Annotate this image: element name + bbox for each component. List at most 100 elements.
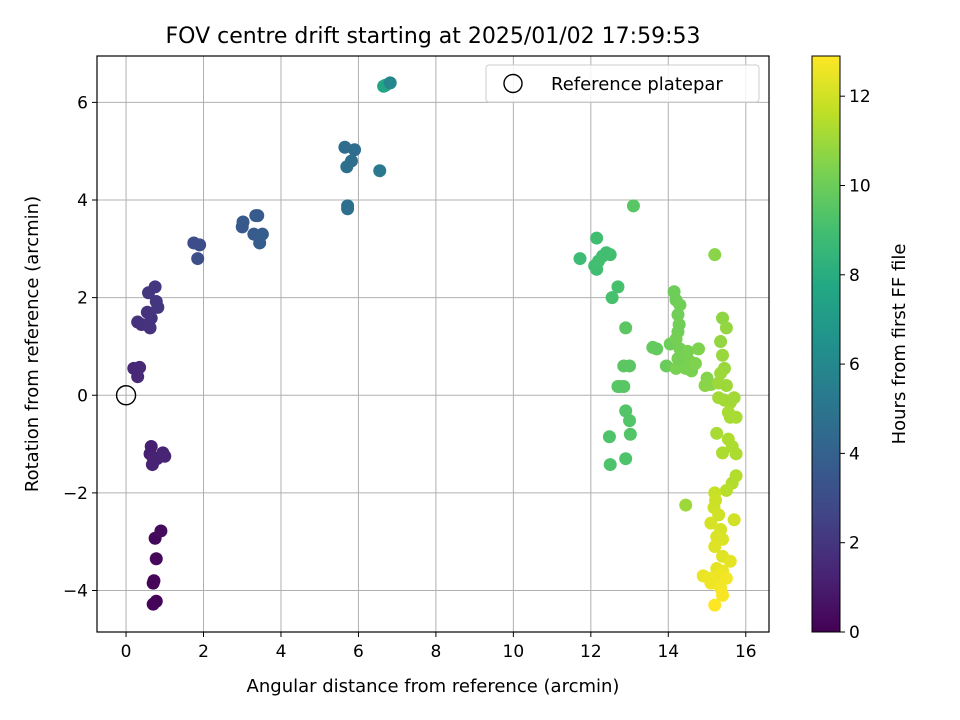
x-tick-label: 14 bbox=[657, 642, 679, 662]
scatter-point bbox=[729, 447, 743, 461]
chart-title: FOV centre drift starting at 2025/01/02 … bbox=[166, 24, 701, 49]
colorbar-tick-label: 0 bbox=[849, 623, 860, 643]
scatter-point bbox=[669, 332, 683, 346]
scatter-point bbox=[650, 342, 664, 356]
scatter-point bbox=[383, 76, 397, 90]
scatter-point bbox=[714, 366, 728, 380]
scatter-point bbox=[716, 348, 730, 362]
scatter-point bbox=[348, 143, 362, 157]
scatter-point bbox=[714, 335, 728, 349]
scatter-point bbox=[716, 446, 730, 460]
scatter-point bbox=[727, 513, 741, 527]
y-axis-label: Rotation from reference (arcmin) bbox=[22, 196, 43, 492]
scatter-point bbox=[671, 352, 685, 366]
x-tick-label: 0 bbox=[121, 642, 132, 662]
colorbar-label: Hours from first FF file bbox=[889, 244, 910, 445]
scatter-point bbox=[704, 516, 718, 530]
y-tick-label: 6 bbox=[77, 93, 88, 113]
scatter-points bbox=[115, 76, 743, 612]
scatter-point bbox=[712, 508, 726, 522]
y-tick-label: −2 bbox=[63, 484, 88, 504]
scatter-point bbox=[340, 160, 354, 174]
scatter-point bbox=[673, 298, 687, 312]
colorbar-tick-label: 10 bbox=[849, 176, 871, 196]
scatter-point bbox=[590, 231, 604, 245]
scatter-point bbox=[611, 280, 625, 294]
scatter-point bbox=[727, 391, 741, 405]
scatter-point bbox=[623, 427, 637, 441]
scatter-point bbox=[149, 552, 163, 566]
y-tick-label: −4 bbox=[63, 582, 88, 602]
colorbar-tick-label: 2 bbox=[849, 534, 860, 554]
scatter-point bbox=[603, 458, 617, 472]
scatter-point bbox=[154, 524, 168, 538]
x-tick-label: 6 bbox=[353, 642, 364, 662]
scatter-point bbox=[573, 252, 587, 266]
colorbar-tick-label: 8 bbox=[849, 266, 860, 286]
scatter-point bbox=[144, 311, 158, 325]
scatter-point bbox=[148, 280, 162, 294]
scatter-point bbox=[626, 199, 640, 213]
scatter-point bbox=[671, 308, 685, 322]
grid-lines bbox=[97, 56, 769, 632]
scatter-point bbox=[623, 414, 637, 428]
colorbar-tick-label: 12 bbox=[849, 87, 871, 107]
plot-frame bbox=[96, 55, 770, 633]
scatter-point bbox=[679, 498, 693, 512]
legend: Reference platepar bbox=[485, 64, 760, 103]
scatter-point bbox=[373, 164, 387, 178]
legend-box bbox=[485, 64, 760, 103]
scatter-point bbox=[623, 359, 637, 373]
scatter-point bbox=[708, 540, 722, 554]
scatter-point bbox=[146, 597, 160, 611]
colorbar-tick-label: 6 bbox=[849, 355, 860, 375]
scatter-point bbox=[592, 254, 606, 268]
scatter-point bbox=[716, 311, 730, 325]
scatter-point bbox=[191, 252, 205, 266]
scatter-point bbox=[619, 404, 633, 418]
scatter-point bbox=[619, 321, 633, 335]
scatter-point bbox=[603, 248, 617, 262]
scatter-point bbox=[251, 209, 265, 223]
colorbar-gradient bbox=[811, 55, 841, 633]
colorbar-tick-label: 4 bbox=[849, 444, 860, 464]
scatter-point bbox=[723, 554, 737, 568]
scatter-point bbox=[143, 321, 157, 335]
scatter-point bbox=[669, 361, 683, 375]
scatter-point bbox=[146, 576, 160, 590]
scatter-point bbox=[341, 202, 355, 216]
scatter-point bbox=[688, 357, 702, 371]
scatter-point bbox=[236, 215, 250, 229]
y-tick-label: 0 bbox=[77, 386, 88, 406]
scatter-point bbox=[708, 598, 722, 612]
x-tick-label: 8 bbox=[430, 642, 441, 662]
scatter-point bbox=[729, 410, 743, 424]
legend-marker-reference bbox=[503, 73, 523, 94]
scatter-point bbox=[131, 370, 145, 384]
colorbar: 0 2 4 6 8 10 12 Hours from first FF file bbox=[811, 55, 910, 643]
y-axis-ticks: −4 −2 0 2 4 6 bbox=[63, 93, 97, 602]
scatter-point bbox=[617, 379, 631, 393]
scatter-point bbox=[151, 300, 165, 314]
scatter-point bbox=[602, 430, 616, 444]
scatter-point bbox=[716, 588, 730, 602]
legend-label-reference: Reference platepar bbox=[551, 74, 723, 95]
scatter-point bbox=[710, 426, 724, 440]
scatter-point bbox=[193, 238, 207, 252]
scatter-point bbox=[719, 483, 733, 497]
x-tick-label: 4 bbox=[276, 642, 287, 662]
reference-platepar-marker bbox=[115, 385, 137, 406]
x-axis-label: Angular distance from reference (arcmin) bbox=[247, 676, 620, 697]
scatter-point bbox=[605, 291, 619, 305]
scatter-point bbox=[719, 571, 733, 585]
scatter-point bbox=[708, 248, 722, 262]
x-axis-ticks: 0 2 4 6 8 10 12 14 16 bbox=[121, 632, 757, 662]
y-tick-label: 2 bbox=[77, 289, 88, 309]
x-tick-label: 12 bbox=[580, 642, 602, 662]
scatter-point bbox=[158, 449, 172, 463]
y-tick-label: 4 bbox=[77, 191, 88, 211]
x-tick-label: 10 bbox=[503, 642, 525, 662]
scatter-point bbox=[681, 344, 695, 358]
x-tick-label: 16 bbox=[735, 642, 757, 662]
